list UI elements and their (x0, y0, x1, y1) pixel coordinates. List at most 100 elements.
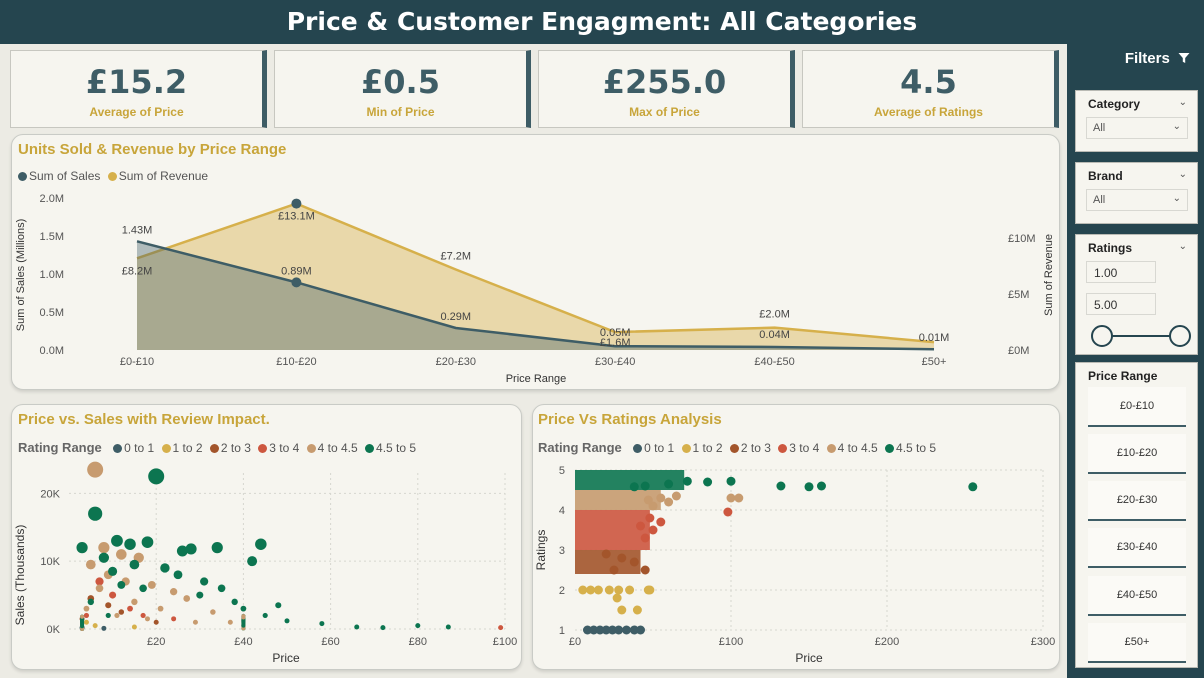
scatter-point (664, 497, 674, 507)
scatter-point (87, 598, 95, 606)
sales-data-label: 0.05M (600, 327, 631, 339)
category-slicer: Category ⌄ All ⌄ (1075, 90, 1198, 152)
category-dropdown[interactable]: All ⌄ (1086, 117, 1188, 139)
scatter-point (816, 481, 826, 491)
y-tick-label: 1.0M (40, 269, 64, 281)
price-range-button[interactable]: £10-£20 (1088, 434, 1186, 474)
y-tick-label: 2 (559, 585, 565, 597)
brand-slicer: Brand ⌄ All ⌄ (1075, 162, 1198, 224)
ratings-min-input[interactable]: 1.00 (1086, 261, 1156, 283)
slicer-title: Ratings (1088, 241, 1133, 255)
legend-swatch-sales (18, 172, 27, 181)
scatter-point (629, 482, 639, 492)
chart-title: Units Sold & Revenue by Price Range (18, 141, 287, 158)
price-range-button[interactable]: £40-£50 (1088, 576, 1186, 616)
kpi-label: Average of Price (89, 105, 184, 119)
units-revenue-area-chart: 2.0M 1.5M 1.0M 0.5M 0.0M £10M £5M £0M £0-£10 £10-… (15, 193, 1055, 385)
scatter-point (153, 619, 159, 625)
legend-swatch (209, 444, 219, 453)
scatter-point (804, 482, 814, 492)
scatter-point (629, 557, 639, 567)
collapse-chevron-icon[interactable]: ⌄ (1178, 241, 1187, 252)
price-range-button[interactable]: £50+ (1088, 623, 1186, 663)
scatter-point (776, 481, 786, 491)
revenue-data-label: £8.2M (122, 265, 153, 277)
scatter-point (415, 623, 421, 629)
legend-label: 3 to 4 (789, 441, 820, 455)
y-tick-label: 5 (559, 465, 565, 477)
scatter-point (95, 584, 104, 593)
legend-swatch (161, 444, 171, 453)
y-tick-label: 2.0M (40, 193, 64, 205)
legend-label: 2 to 3 (220, 441, 251, 455)
slicer-title: Category (1088, 97, 1141, 111)
scatter-point (76, 542, 88, 554)
scatter-point (118, 609, 125, 615)
legend-label: 3 to 4 (269, 441, 300, 455)
legend-swatch (258, 444, 268, 453)
scatter-point (124, 538, 136, 550)
price-range-button[interactable]: £30-£40 (1088, 528, 1186, 568)
scatter-point (609, 565, 619, 575)
scatter-point (116, 549, 127, 560)
x-axis-title: Price Range (506, 373, 567, 385)
scatter-point (85, 559, 96, 570)
revenue-line (136, 202, 935, 344)
scatter-point (131, 598, 138, 606)
scatter-point (196, 591, 204, 599)
sales-area (137, 241, 934, 350)
scatter-point (319, 621, 325, 627)
dropdown-value: All (1093, 194, 1106, 206)
scatter-point (636, 521, 646, 531)
scatter-point (648, 525, 658, 535)
price-sales-scatter-chart: £20 £40 £60 £80 £100 20K 10K 0K Sales (Thousand… (13, 461, 517, 665)
collapse-chevron-icon[interactable]: ⌄ (1178, 97, 1187, 108)
scatter-point (255, 538, 267, 550)
chart-legend[interactable]: Rating Range 0 to 1 1 to 2 2 to 3 3 to 4… (18, 440, 416, 455)
scatter-point (625, 585, 635, 595)
price-range-button[interactable]: £0-£10 (1088, 387, 1186, 427)
scatter-point (671, 491, 681, 501)
scatter-point (601, 549, 611, 559)
x-tick-label: £0 (569, 636, 581, 648)
sales-data-label: 1.43M (122, 224, 153, 236)
scatter-point (656, 517, 666, 527)
chart-title: Price vs. Sales with Review Impact. (18, 411, 270, 428)
legend-swatch (729, 444, 739, 453)
scatter-point (105, 602, 112, 609)
legend-label: 1 to 2 (692, 441, 723, 455)
page-title: Price & Customer Engagment: All Categori… (0, 0, 1204, 44)
price-ratings-scatter-chart: £0 £100 £200 £300 5 4 3 2 1 Ratings Price (534, 465, 1055, 665)
price-range-button[interactable]: £20-£30 (1088, 481, 1186, 521)
brand-dropdown[interactable]: All ⌄ (1086, 189, 1188, 211)
y-tick-label: 20K (40, 488, 60, 500)
scatter-point (169, 588, 178, 596)
kpi-label: Min of Price (366, 105, 435, 119)
scatter-point (682, 476, 692, 486)
kpi-value: £15.2 (85, 63, 188, 101)
ratings-range-slider[interactable] (1076, 321, 1199, 351)
scatter-point (183, 595, 191, 602)
ratings-max-input[interactable]: 5.00 (1086, 293, 1156, 315)
y-tick-label: 10K (40, 556, 60, 568)
revenue-data-label: £7.2M (441, 251, 472, 263)
price-sales-scatter-panel[interactable]: Price vs. Sales with Review Impact. Rati… (11, 404, 522, 670)
scatter-point (262, 612, 268, 619)
legend-swatch (778, 444, 788, 453)
scatter-point (109, 591, 117, 599)
scatter-point (129, 559, 140, 570)
collapse-chevron-icon[interactable]: ⌄ (1178, 169, 1187, 180)
scatter-point (640, 481, 650, 491)
scatter-point (227, 619, 233, 625)
scatter-point (656, 493, 666, 503)
scatter-point (83, 605, 90, 612)
y-axis-title-right: Sum of Revenue (1043, 234, 1055, 316)
chart-legend[interactable]: Sum of Sales Sum of Revenue (18, 169, 208, 183)
units-revenue-chart-panel[interactable]: Units Sold & Revenue by Price Range Sum … (11, 134, 1060, 390)
chart-legend[interactable]: Rating Range 0 to 1 1 to 2 2 to 3 3 to 4… (538, 440, 936, 455)
scatter-point (80, 624, 85, 629)
revenue-data-label: £13.1M (278, 211, 315, 223)
price-ratings-scatter-panel[interactable]: Price Vs Ratings Analysis Rating Range 0… (532, 404, 1060, 670)
scatter-point (240, 605, 247, 612)
x-tick-label: £10-£20 (276, 356, 316, 368)
